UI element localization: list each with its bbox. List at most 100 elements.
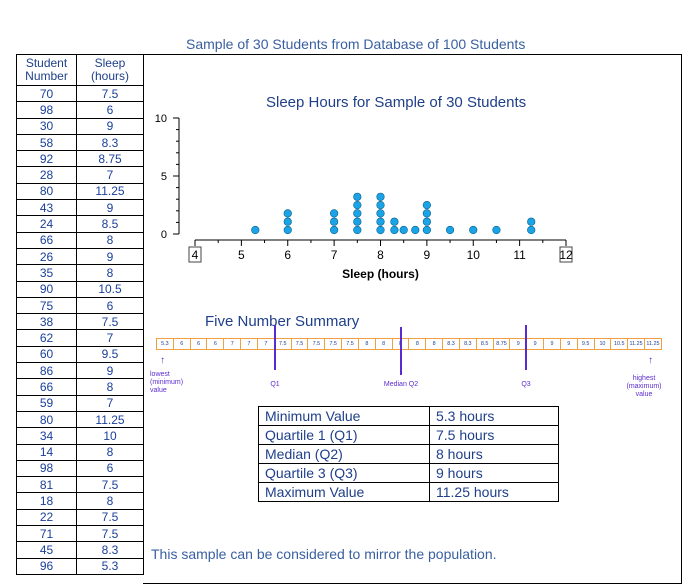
summary-row: Minimum Value 5.3 hours — [258, 406, 559, 426]
data-point — [283, 209, 292, 218]
summary-label: Median (Q2) — [258, 444, 430, 464]
table-row: 34 10 — [16, 427, 144, 445]
sleep-hours-cell: 6 — [76, 296, 144, 315]
table-row: 92 8.75 — [16, 150, 144, 168]
data-point — [399, 225, 408, 235]
table-row: 38 7.5 — [16, 313, 144, 331]
student-number-cell: 24 — [16, 215, 77, 233]
ordered-value-cell: 11.25 — [646, 341, 660, 347]
sleep-hours-cell: 7 — [76, 394, 144, 412]
table-row: 59 7 — [16, 394, 144, 412]
data-point — [353, 200, 362, 210]
student-number-cell: 60 — [16, 345, 77, 364]
sleep-hours-cell: 8.75 — [76, 150, 144, 168]
student-table: Student Number Sleep (hours) 70 7.5 98 6 30 9… — [16, 54, 144, 575]
summary-value: 11.25 hours — [429, 482, 559, 502]
q1-marker-label: Q1 — [270, 381, 280, 388]
student-number-cell: 58 — [16, 133, 77, 152]
student-number-cell: 35 — [16, 264, 77, 282]
data-point — [251, 225, 260, 235]
student-number-cell: 92 — [16, 150, 77, 168]
x-end-tick-box — [188, 246, 202, 263]
table-row: 98 6 — [16, 459, 144, 478]
sleep-hours-cell: 7.5 — [76, 525, 144, 543]
student-number-cell: 43 — [16, 199, 77, 217]
data-point — [376, 225, 385, 235]
sleep-hours-cell: 8 — [76, 264, 144, 282]
x-tick-label: 6 — [284, 248, 291, 262]
data-point — [527, 217, 536, 226]
student-number-cell: 80 — [16, 410, 77, 429]
sleep-hours-cell: 7.5 — [76, 508, 144, 527]
sleep-hours-cell: 8 — [76, 231, 144, 249]
ordered-value-cell: 9 — [527, 339, 545, 349]
student-number-cell: 96 — [16, 557, 77, 575]
table-row: 62 7 — [16, 329, 144, 347]
data-point — [411, 225, 420, 235]
table-row: 75 6 — [16, 296, 144, 315]
summary-row: Median (Q2) 8 hours — [258, 444, 559, 464]
sleep-hours-cell: 9 — [76, 199, 144, 217]
summary-row: Maximum Value 11.25 hours — [258, 482, 559, 502]
ordered-value-cell: 8 — [376, 339, 393, 349]
table-row: 66 8 — [16, 231, 144, 249]
ordered-value-cell: 8.5 — [477, 339, 494, 349]
x-tick-label: 10 — [467, 248, 481, 262]
header-student-number: Student Number — [16, 54, 77, 86]
table-row: 86 9 — [16, 362, 144, 380]
highest-marker-arrow-icon: ↑ — [648, 355, 653, 366]
student-number-cell: 70 — [16, 84, 77, 103]
x-tick-label: 4 — [192, 248, 199, 262]
sleep-hours-cell: 6 — [76, 101, 144, 119]
summary-value: 7.5 hours — [429, 425, 559, 445]
student-number-cell: 22 — [16, 508, 77, 527]
five-number-summary-title: Five Number Summary — [205, 313, 360, 330]
ordered-value-cell: 8 — [426, 339, 444, 349]
summary-value: 5.3 hours — [429, 406, 559, 426]
data-point — [330, 225, 339, 235]
ordered-value-cell: 7 — [241, 339, 258, 349]
x-tick-label: 11 — [513, 248, 526, 262]
sleep-hours-cell: 8.5 — [76, 215, 144, 233]
ordered-value-cell: 7.5 — [292, 339, 309, 349]
table-row: 14 8 — [16, 443, 144, 461]
sleep-hours-cell: 8 — [76, 378, 144, 396]
ordered-value-cell: 9 — [544, 339, 561, 349]
sleep-hours-cell: 9 — [76, 247, 144, 266]
data-point — [390, 217, 399, 226]
sleep-hours-cell: 6 — [76, 459, 144, 478]
table-row: 60 9.5 — [16, 345, 144, 364]
data-point — [469, 225, 478, 235]
ordered-value-cell: 6 — [191, 339, 208, 349]
student-number-cell: 71 — [16, 525, 77, 543]
ordered-value-cell: 11.25 — [628, 339, 646, 349]
ordered-value-cell: 9.5 — [578, 339, 595, 349]
summary-label: Quartile 1 (Q1) — [258, 425, 430, 445]
q3-marker-line — [525, 325, 527, 370]
table-row: 35 8 — [16, 264, 144, 282]
y-tick-label: 5 — [161, 171, 167, 183]
student-number-cell: 18 — [16, 492, 77, 510]
student-number-cell: 81 — [16, 476, 77, 494]
student-number-cell: 14 — [16, 443, 77, 461]
sleep-hours-cell: 10.5 — [76, 280, 144, 298]
data-point — [353, 225, 362, 235]
ordered-value-cell: 7 — [224, 339, 242, 349]
student-number-cell: 98 — [16, 459, 77, 478]
sleep-hours-cell: 8.3 — [76, 541, 144, 559]
student-number-cell: 28 — [16, 166, 77, 184]
data-point — [283, 217, 292, 226]
highest-marker-label: highest (maximum) value — [626, 375, 662, 398]
student-number-cell: 66 — [16, 378, 77, 396]
sleep-hours-cell: 7 — [76, 166, 144, 184]
ordered-values-strip: 5.36667777.57.57.57.57.5888888.38.38.58.… — [156, 338, 662, 350]
data-point — [353, 217, 362, 226]
lowest-marker-label: lowest (minimum) value — [150, 371, 184, 394]
sleep-hours-cell: 5.3 — [76, 557, 144, 575]
table-row: 90 10.5 — [16, 280, 144, 298]
student-number-cell: 90 — [16, 280, 77, 298]
student-number-cell: 80 — [16, 182, 77, 201]
y-tick-label: 10 — [155, 113, 167, 125]
ordered-value-cell: 9 — [561, 339, 578, 349]
table-row: 66 8 — [16, 378, 144, 396]
